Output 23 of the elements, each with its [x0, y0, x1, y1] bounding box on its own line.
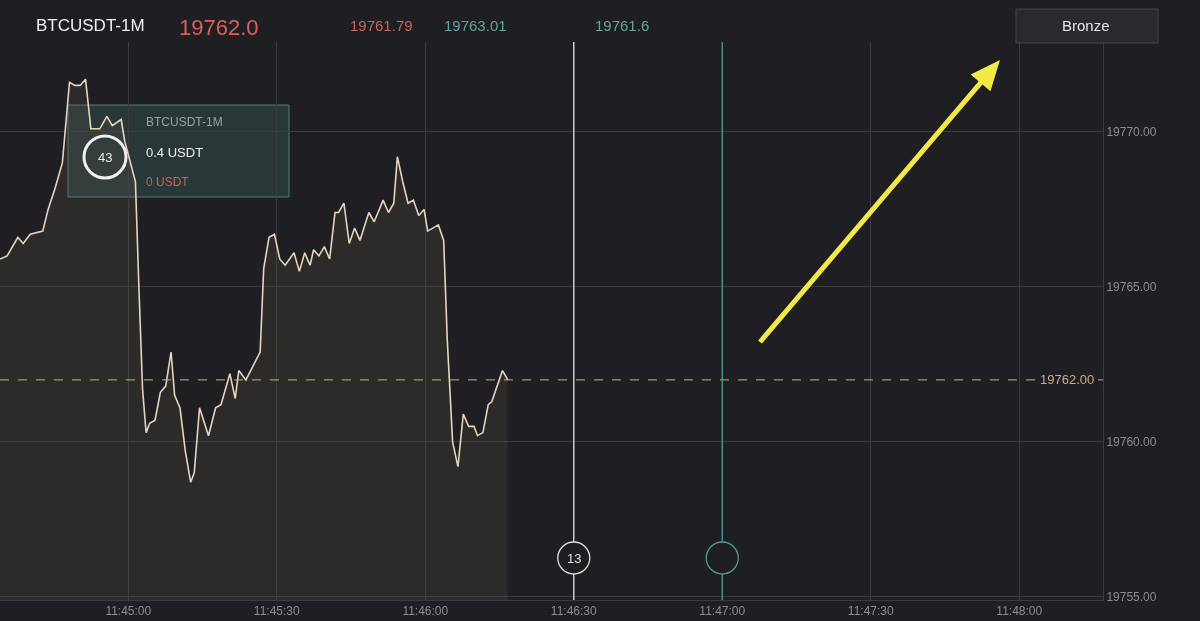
text: 19761.6	[595, 17, 650, 34]
x-tick-label: 11:47:30	[847, 604, 894, 619]
text: Bronze	[1062, 17, 1110, 34]
annotation: 0 USDT	[146, 175, 190, 189]
annotation: 43	[98, 150, 113, 165]
x-tick-label: 11:45:30	[253, 604, 301, 619]
text: 19761.79	[350, 17, 413, 34]
text: 19763.01	[444, 17, 507, 34]
annotation: 13	[567, 551, 582, 566]
y-tick-label: 19770.00	[1106, 125, 1157, 140]
y-tick-label: 19760.00	[1106, 435, 1157, 450]
x-tick-label: 11:45:00	[105, 604, 152, 619]
x-tick-label: 11:48:00	[996, 604, 1043, 619]
annotation: BTCUSDT-1M	[146, 115, 223, 129]
x-tick-label: 11:46:30	[550, 604, 597, 619]
y-tick-label: 19755.00	[1106, 590, 1157, 605]
annotation: 0.4 USDT	[146, 145, 204, 160]
y-tick-label: 19765.00	[1106, 280, 1157, 295]
chart-subtitle: 19762.0	[179, 15, 259, 40]
x-tick-label: 11:46:00	[402, 604, 449, 619]
x-tick-label: 11:47:00	[699, 604, 746, 619]
chart-title: BTCUSDT-1M	[36, 16, 145, 35]
ref-line-label: 19762.00	[1040, 372, 1095, 387]
